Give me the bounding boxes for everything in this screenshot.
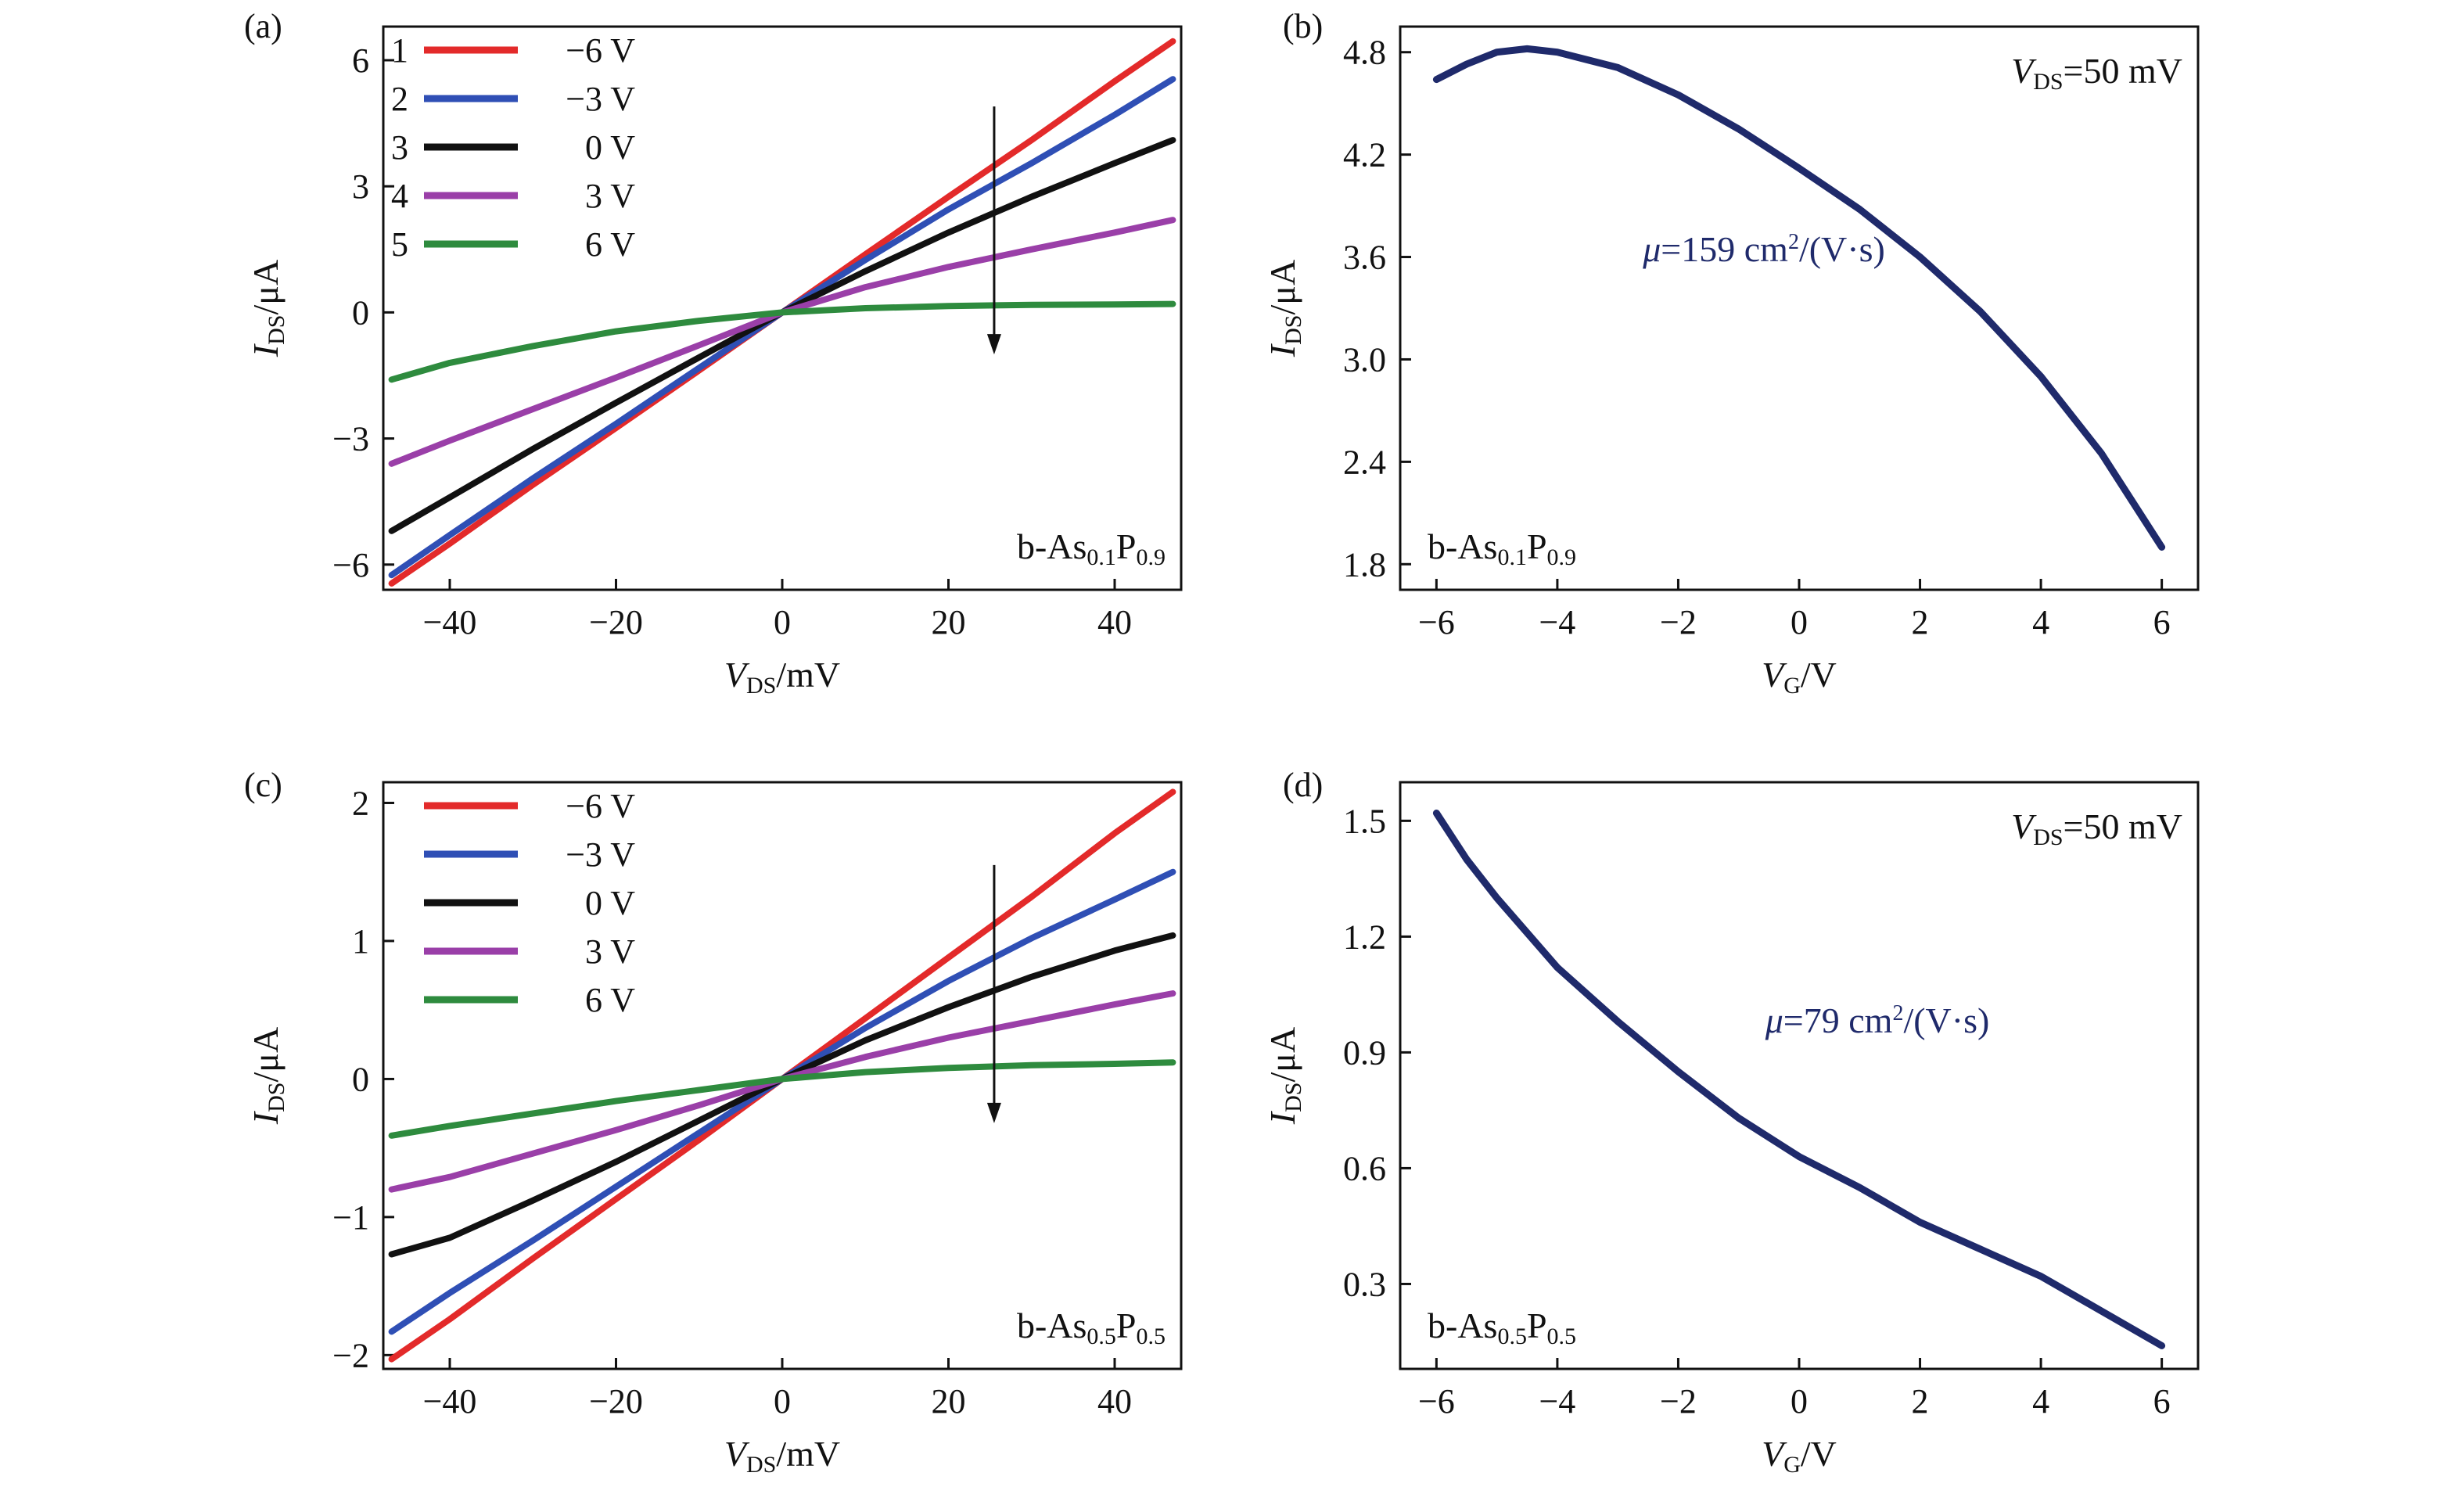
sample-label: b-As0.1P0.9 [1428,526,1576,570]
legend-number: 5 [391,225,408,264]
trend-arrow-head [986,1102,1001,1123]
x-tick-label: −2 [1660,603,1697,641]
plot-frame [1399,781,2200,1370]
series-line-3 [388,990,1176,1193]
mobility-label: μ=159 cm2/(V·s) [1642,229,1885,269]
y-axis-label: IDS/μA [1263,260,1306,357]
legend-number: 3 [391,128,408,167]
x-axis-label: VG/V [1762,655,1837,699]
vds-condition: VDS=50 mV [2011,51,2182,95]
chart-panel-1: (b) −6 −4 −2 0 2 4 6 1.8 2.4 3.0 3.6 4.2 4.8 VG/V IDS/μ… [1263,7,2200,699]
y-tick-label: −1 [332,1198,369,1237]
x-tick-label: 4 [2032,1382,2049,1421]
sample-label: b-As0.5P0.5 [1017,1306,1166,1349]
chart-panel-2: (c) −40 −20 0 20 40 −2 −1 0 1 2 VDS/mV IDS/μA −6 V −3 … [244,766,1183,1478]
panel-label: (c) [244,766,282,804]
legend-label: 6 V [585,981,635,1019]
legend-label: 6 V [585,225,635,264]
x-tick-label: −6 [1418,603,1455,641]
legend-label: −3 V [566,80,635,118]
legend-label: −6 V [566,787,635,825]
y-tick-label: 1.5 [1343,802,1386,840]
series-line-0 [1432,45,2166,551]
x-tick-label: 4 [2032,603,2049,641]
x-tick-label: 0 [774,1382,791,1421]
x-tick-label: −4 [1539,603,1575,641]
legend-number: 1 [391,31,408,70]
plot-frame [1399,25,2200,591]
legend-label: 0 V [585,884,635,922]
sample-label: b-As0.1P0.9 [1017,526,1166,570]
series-line-0 [1432,810,2166,1349]
y-tick-label: 0 [352,1060,369,1098]
chart-panel-3: (d) −6 −4 −2 0 2 4 6 0.3 0.6 0.9 1.2 1.5 VG/V IDS/μA b-… [1263,766,2200,1478]
panel-label: (b) [1283,7,1323,45]
x-tick-label: 2 [1912,603,1929,641]
x-tick-label: 20 [932,1382,966,1421]
x-tick-label: −2 [1660,1382,1697,1421]
legend-label: −6 V [566,31,635,70]
x-tick-label: −40 [423,603,477,641]
series-line-4 [388,300,1176,383]
y-axis-label: IDS/μA [246,260,289,357]
x-tick-label: −20 [589,1382,643,1421]
y-tick-label: 1.2 [1343,918,1386,956]
legend-number: 2 [391,80,408,118]
vds-condition: VDS=50 mV [2011,806,2182,850]
panel-label: (d) [1283,766,1323,804]
x-tick-label: 2 [1912,1382,1929,1421]
y-tick-label: 3 [352,167,369,206]
legend-label: 3 V [585,932,635,971]
y-tick-label: 2.4 [1343,443,1386,481]
y-tick-label: 3.0 [1343,340,1386,379]
y-tick-label: 4.8 [1343,34,1386,72]
x-tick-label: 40 [1097,603,1132,641]
legend-number: 4 [391,177,408,215]
series-line-1 [388,868,1176,1335]
y-tick-label: 6 [352,41,369,80]
legend-label: −3 V [566,835,635,874]
y-tick-label: 1.8 [1343,545,1386,584]
y-tick-label: 3.6 [1343,239,1386,277]
x-tick-label: −4 [1539,1382,1575,1421]
x-tick-label: 6 [2153,603,2171,641]
x-tick-label: 0 [1791,603,1808,641]
x-tick-label: 6 [2153,1382,2171,1421]
y-axis-label: IDS/μA [1263,1027,1306,1125]
x-axis-label: VDS/mV [724,655,840,699]
x-tick-label: 0 [1791,1382,1808,1421]
x-axis-label: VG/V [1762,1434,1837,1478]
y-tick-label: 0.3 [1343,1265,1386,1303]
y-tick-label: 1 [352,922,369,961]
legend-label: 0 V [585,128,635,167]
chart-panel-0: (a) −40 −20 0 20 40 −6 −3 0 3 6 VDS/mV IDS/μA 1 −6 V 2 −… [244,7,1183,699]
legend-label: 3 V [585,177,635,215]
sample-label: b-As0.5P0.5 [1428,1306,1576,1349]
y-tick-label: 0.6 [1343,1149,1386,1187]
y-tick-label: −3 [332,420,369,458]
x-tick-label: 20 [932,603,966,641]
y-tick-label: −2 [332,1336,369,1374]
trend-arrow-head [986,334,1001,355]
x-tick-label: −20 [589,603,643,641]
y-tick-label: 4.2 [1343,136,1386,174]
y-tick-label: 2 [352,784,369,822]
series-line-4 [388,1059,1176,1139]
x-tick-label: −6 [1418,1382,1455,1421]
y-tick-label: 0 [352,293,369,332]
series-line-2 [388,932,1176,1258]
x-axis-label: VDS/mV [724,1434,840,1478]
y-tick-label: −6 [332,546,369,584]
x-tick-label: 40 [1097,1382,1132,1421]
x-tick-label: 0 [774,603,791,641]
y-axis-label: IDS/μA [246,1027,289,1125]
x-tick-label: −40 [423,1382,477,1421]
mobility-label: μ=79 cm2/(V·s) [1765,1000,1990,1040]
panel-label: (a) [244,7,282,45]
series-line-3 [388,217,1176,467]
y-tick-label: 0.9 [1343,1033,1386,1072]
